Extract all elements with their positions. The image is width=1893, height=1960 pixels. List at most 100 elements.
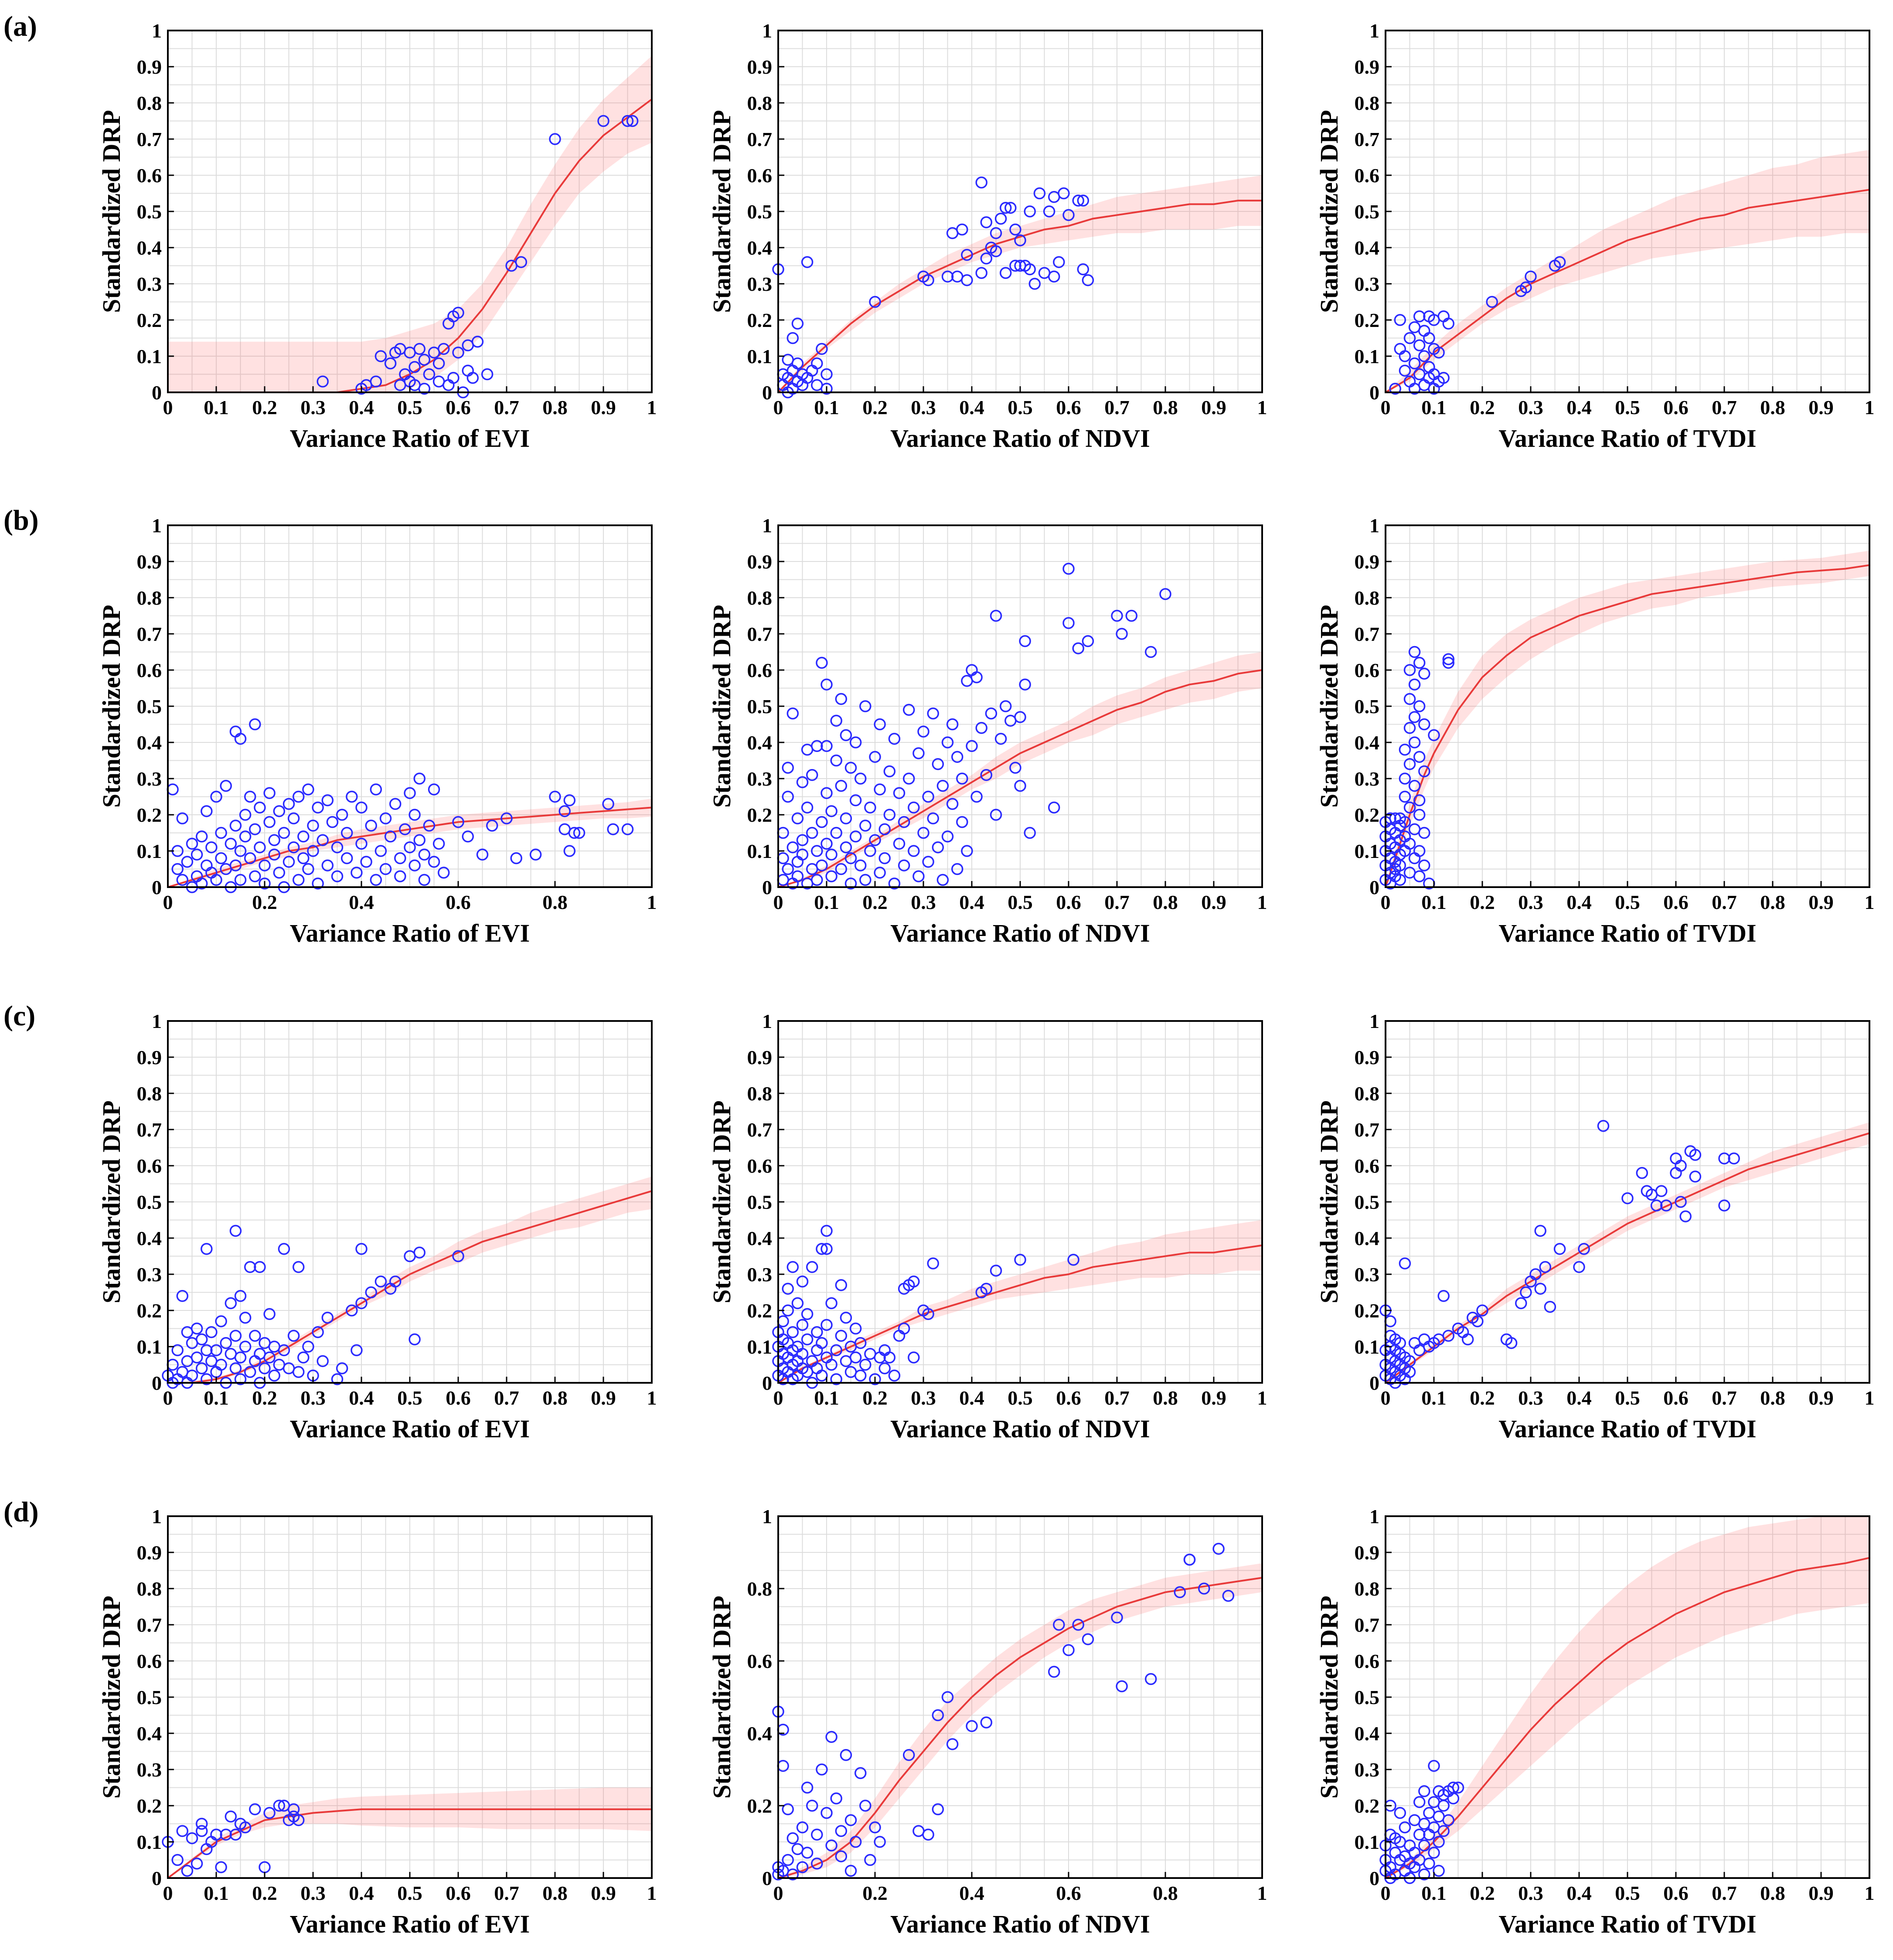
fit-curve xyxy=(778,669,1263,888)
data-point xyxy=(825,1731,838,1743)
data-point xyxy=(317,834,329,846)
data-point xyxy=(229,1828,242,1841)
data-point xyxy=(355,801,368,814)
x-tick-label: 0.8 xyxy=(542,1882,568,1904)
data-point xyxy=(1423,1807,1435,1819)
data-point xyxy=(786,707,799,720)
data-point xyxy=(1418,1839,1430,1852)
data-point xyxy=(1062,209,1075,221)
x-tick-label: 0.6 xyxy=(446,1387,471,1409)
data-point xyxy=(278,827,290,839)
data-point xyxy=(961,274,973,286)
y-axis-title: Standardized DRP xyxy=(1315,1100,1343,1303)
data-point xyxy=(1418,325,1430,337)
x-tick-label: 0 xyxy=(163,891,173,913)
data-point xyxy=(1077,194,1089,207)
data-point xyxy=(1014,234,1026,247)
x-tick-label: 0.3 xyxy=(1518,1387,1543,1409)
x-tick-label: 0.8 xyxy=(1760,891,1785,913)
y-axis-title: Standardized DRP xyxy=(708,110,736,313)
data-point xyxy=(825,870,838,882)
data-point xyxy=(191,1858,203,1870)
data-point xyxy=(912,1825,925,1837)
data-point xyxy=(1394,874,1406,886)
data-point xyxy=(249,1330,261,1342)
fit-curve xyxy=(777,1244,1263,1384)
data-point xyxy=(801,743,814,756)
data-point xyxy=(1033,187,1046,200)
data-point xyxy=(1428,1759,1440,1772)
x-tick-label: 0.8 xyxy=(1760,396,1785,419)
data-point xyxy=(1433,1836,1445,1848)
y-tick-label: 0.7 xyxy=(137,1614,162,1636)
data-point xyxy=(229,1362,242,1375)
x-tick-label: 0.3 xyxy=(911,396,936,419)
data-point xyxy=(1389,1847,1401,1859)
y-tick-label: 0.9 xyxy=(1355,551,1380,573)
data-point xyxy=(336,809,348,821)
data-point xyxy=(1718,1152,1730,1165)
data-point xyxy=(1408,779,1421,792)
data-point xyxy=(375,1275,387,1288)
x-tick-label: 1 xyxy=(1865,396,1875,419)
x-tick-label: 0.7 xyxy=(494,396,519,419)
data-point xyxy=(811,1326,823,1338)
y-tick-label: 0.4 xyxy=(1355,1722,1380,1745)
data-point xyxy=(220,779,232,792)
data-point xyxy=(791,317,804,330)
data-point xyxy=(1728,1152,1740,1165)
data-point xyxy=(975,176,987,189)
x-axis-title: Variance Ratio of TVDI xyxy=(1498,1415,1756,1443)
data-point xyxy=(854,1767,867,1780)
data-point xyxy=(239,830,252,843)
y-tick-label: 1 xyxy=(1369,1010,1379,1032)
data-point xyxy=(786,841,799,854)
x-tick-label: 0 xyxy=(163,1387,173,1409)
data-point xyxy=(215,852,227,864)
fit-curve xyxy=(1385,564,1870,888)
data-point xyxy=(307,845,319,857)
data-point xyxy=(1072,1619,1084,1631)
data-point xyxy=(922,274,934,286)
data-point xyxy=(878,823,891,835)
data-point xyxy=(932,1803,944,1816)
data-point xyxy=(1476,1304,1488,1317)
data-point xyxy=(239,809,252,821)
data-point xyxy=(1014,1254,1026,1266)
y-tick-label: 0.4 xyxy=(747,1227,773,1249)
data-point xyxy=(1053,1619,1065,1631)
data-point xyxy=(181,1865,194,1877)
data-point xyxy=(888,1369,901,1382)
data-point xyxy=(1650,1199,1663,1212)
y-tick-label: 0.6 xyxy=(747,164,773,187)
y-tick-label: 0 xyxy=(152,1867,162,1889)
data-point xyxy=(1428,1847,1440,1859)
y-tick-label: 0.4 xyxy=(137,1722,162,1745)
data-point xyxy=(331,1373,344,1385)
confidence-band xyxy=(778,1563,1262,1878)
data-point xyxy=(980,1283,993,1295)
data-point xyxy=(210,790,222,803)
data-point xyxy=(806,769,818,781)
x-tick-label: 1 xyxy=(1257,891,1267,913)
y-tick-label: 0.8 xyxy=(747,92,773,114)
data-point xyxy=(195,1333,208,1346)
y-tick-label: 0.6 xyxy=(1355,1155,1380,1177)
data-point xyxy=(830,754,842,767)
data-point xyxy=(1505,1337,1518,1349)
data-point xyxy=(1403,664,1416,676)
x-tick-label: 0.1 xyxy=(1421,396,1447,419)
y-tick-label: 1 xyxy=(152,1010,162,1032)
data-point xyxy=(244,1261,256,1273)
x-tick-label: 0.7 xyxy=(1104,396,1130,419)
data-point xyxy=(568,827,581,839)
data-point xyxy=(869,1373,881,1385)
data-point xyxy=(1116,1680,1128,1692)
data-point xyxy=(844,762,857,774)
data-point xyxy=(249,823,261,835)
data-point xyxy=(210,1828,222,1841)
data-point xyxy=(597,115,609,127)
data-point xyxy=(951,270,964,283)
data-point xyxy=(176,1366,189,1378)
data-point xyxy=(912,747,925,759)
